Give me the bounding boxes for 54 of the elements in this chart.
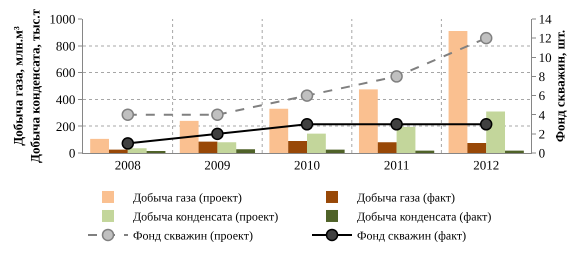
y-tick-label: 0 <box>68 146 76 161</box>
bar <box>108 150 128 153</box>
bar <box>307 134 326 153</box>
bar <box>326 150 345 153</box>
y-axis-title: Добыча газа, млн.м³ Добыча конденсата, тыс.т <box>10 8 42 163</box>
y-tick-label: 200 <box>56 118 76 134</box>
bar <box>217 142 236 153</box>
y-tick-label: 1000 <box>49 12 76 27</box>
x-tick-label: 2012 <box>473 158 500 173</box>
bar <box>180 120 199 153</box>
point <box>122 137 134 150</box>
bar <box>396 126 416 153</box>
point <box>300 118 314 131</box>
y2-tick-label: 4 <box>538 107 546 122</box>
y2-tick-label: 10 <box>538 50 552 65</box>
y2-tick-label: 0 <box>538 146 546 161</box>
legend-label: Добыча конденсата (проект) <box>133 210 278 224</box>
bar <box>288 140 307 153</box>
y-tick-label: 800 <box>56 38 76 54</box>
y2-tick-label: 2 <box>538 126 546 142</box>
x-tick-label: 2009 <box>204 158 230 173</box>
bar <box>448 31 468 153</box>
x-tick-label: 2008 <box>114 158 141 173</box>
point <box>390 118 403 131</box>
y2-tick-label: 14 <box>538 12 552 27</box>
legend-label: Фонд скважин (факт) <box>357 228 466 243</box>
bar <box>128 148 147 153</box>
bar <box>378 142 397 153</box>
bar <box>467 142 486 153</box>
x-tick-label: 2011 <box>384 158 410 173</box>
y-tick-label: 600 <box>56 65 76 80</box>
y2-tick-label: 8 <box>538 68 546 84</box>
bar <box>358 89 378 153</box>
legend-label: Фонд скважин (проект) <box>133 228 253 243</box>
point <box>480 118 492 131</box>
point <box>211 108 224 121</box>
legend-label: Добыча газа (факт) <box>357 190 456 205</box>
legend-label: Добыча конденсата (факт) <box>357 210 492 224</box>
point <box>300 89 314 102</box>
x-tick-label: 2010 <box>294 158 320 173</box>
y2-tick-label: 12 <box>538 30 552 46</box>
legend-label: Добыча газа (проект) <box>133 190 242 205</box>
bar <box>486 111 506 153</box>
y-tick-label: 400 <box>56 92 76 107</box>
y2-tick-label: 6 <box>538 88 546 104</box>
bar <box>90 138 109 153</box>
bar <box>198 142 218 153</box>
point <box>211 128 224 140</box>
point <box>390 70 403 83</box>
bar <box>236 149 256 153</box>
point <box>480 32 492 44</box>
y2-axis-title: Фонд скважин, шт. <box>552 30 568 142</box>
bar <box>269 108 288 153</box>
point <box>122 108 134 121</box>
